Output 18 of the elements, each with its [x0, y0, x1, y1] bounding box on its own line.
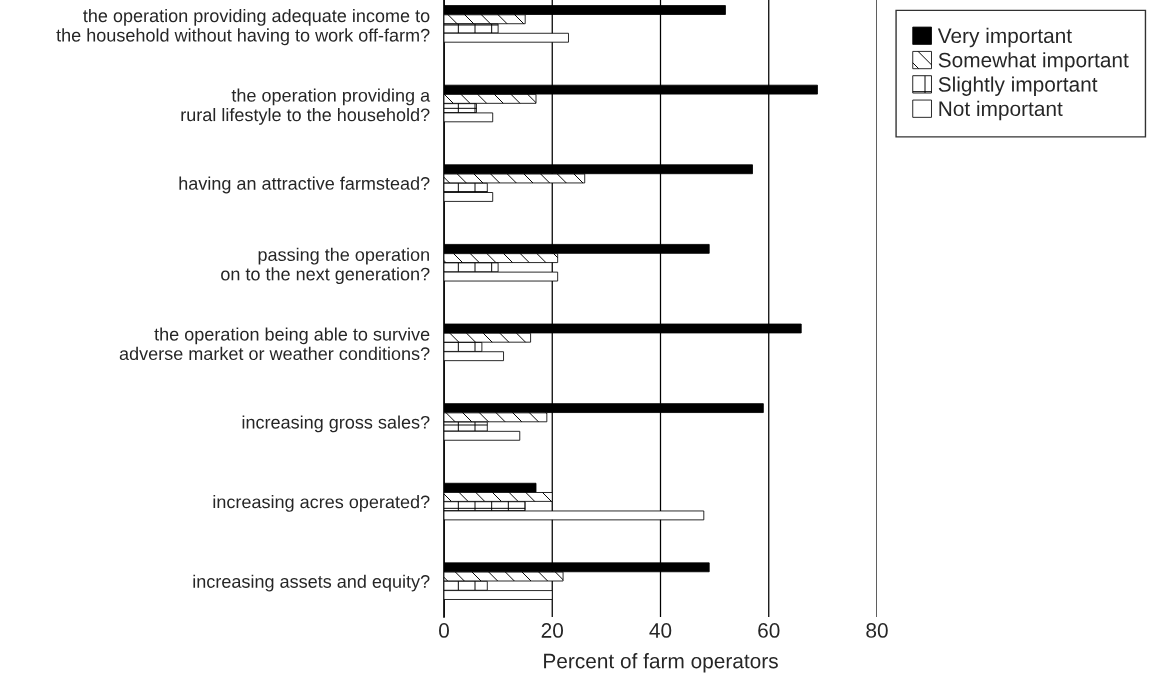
y-tick-label: increasing gross sales? [242, 415, 430, 433]
legend-label: Somewhat important [938, 52, 1129, 72]
x-axis-title: Percent of farm operators [544, 653, 778, 673]
y-tick-label: increasing assets and equity? [193, 574, 430, 592]
x-tick-label: 0 [439, 623, 449, 638]
y-tick-label: the operation providing adequate income to the household without having to work off-farm? [56, 8, 430, 46]
y-tick-label: the operation being able to survive adverse market or weather conditions? [119, 327, 430, 361]
y-tick-label: passing the operation on to the next generation? [221, 247, 430, 285]
legend-label: Slightly important [938, 76, 1098, 96]
x-tick-label: 80 [866, 623, 888, 638]
legend-label: Not important [939, 100, 1063, 121]
x-tick-label: 60 [758, 623, 780, 638]
legend-label: Very important [937, 27, 1072, 48]
y-tick-label: the operation providing a rural lifestyle to the household? [181, 88, 431, 125]
y-tick-label: increasing acres operated? [213, 495, 430, 512]
x-tick-label: 40 [649, 623, 672, 638]
y-tick-label: having an attractive farmstead? [179, 176, 430, 194]
x-tick-label: 20 [541, 623, 564, 638]
